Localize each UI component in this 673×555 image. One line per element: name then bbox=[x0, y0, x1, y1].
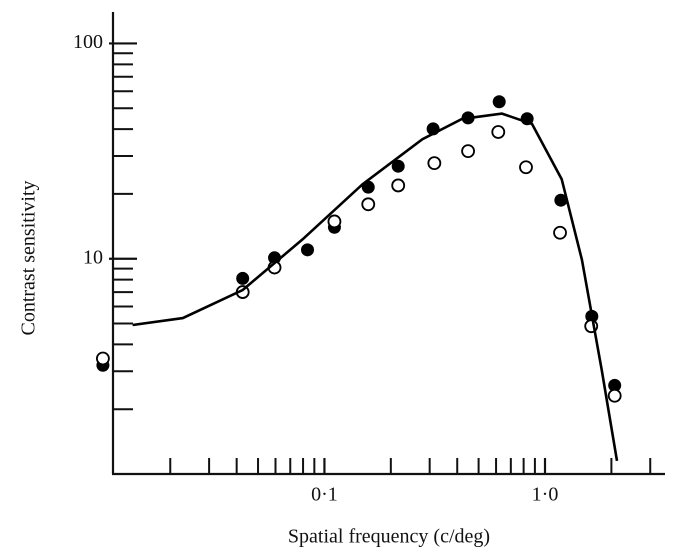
open-point bbox=[491, 125, 506, 139]
open-point bbox=[327, 214, 342, 229]
open-point bbox=[553, 225, 567, 240]
x-tick-label: 1·0 bbox=[532, 484, 559, 506]
open-point bbox=[361, 197, 376, 212]
open-point bbox=[427, 156, 442, 171]
filled-point bbox=[608, 378, 622, 392]
filled-point bbox=[492, 95, 506, 109]
filled-point bbox=[236, 271, 250, 285]
open-point bbox=[519, 160, 533, 175]
open-point bbox=[461, 144, 475, 159]
x-tick-label: 0·1 bbox=[311, 484, 338, 506]
x-axis-label: Spatial frequency (c/deg) bbox=[288, 526, 490, 548]
y-axis-label: Contrast sensitivity bbox=[18, 181, 40, 336]
open-point bbox=[391, 178, 406, 193]
y-tick-label: 100 bbox=[73, 31, 103, 53]
filled-point bbox=[391, 159, 405, 173]
fit-curve bbox=[132, 112, 619, 462]
open-point bbox=[607, 388, 622, 403]
filled-point bbox=[554, 193, 568, 207]
open-point bbox=[96, 351, 110, 366]
y-tick-label: 10 bbox=[83, 246, 103, 268]
filled-point bbox=[301, 243, 315, 257]
